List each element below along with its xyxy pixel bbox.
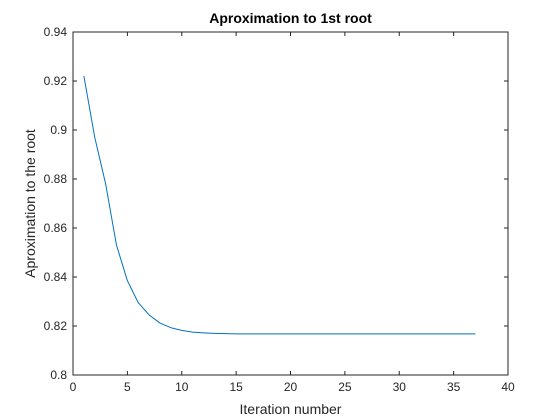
y-tick-label: 0.9 — [50, 123, 67, 137]
x-tick-label: 35 — [447, 380, 461, 394]
x-tick-label: 30 — [393, 380, 407, 394]
y-tick-label: 0.88 — [44, 172, 68, 186]
y-tick-label: 0.84 — [44, 270, 68, 284]
x-tick-label: 10 — [175, 380, 189, 394]
x-tick-label: 15 — [229, 380, 243, 394]
x-tick-label: 25 — [338, 380, 352, 394]
x-axis-label: Iteration number — [240, 401, 342, 417]
y-tick-label: 0.8 — [50, 368, 67, 382]
y-tick-label: 0.82 — [44, 319, 68, 333]
y-tick-label: 0.92 — [44, 74, 68, 88]
y-axis-label: Aproximation to the root — [22, 129, 38, 278]
y-tick-label: 0.94 — [44, 25, 68, 39]
y-tick-label: 0.86 — [44, 221, 68, 235]
chart-title: Aproximation to 1st root — [209, 10, 372, 26]
x-tick-label: 20 — [284, 380, 298, 394]
x-tick-label: 5 — [124, 380, 131, 394]
x-tick-label: 0 — [70, 380, 77, 394]
y-axis: 0.8 0.82 0.84 0.86 0.88 0.9 0.92 0.94 — [44, 25, 508, 382]
plot-area — [72, 31, 509, 376]
x-tick-label: 40 — [501, 380, 515, 394]
series-line — [83, 76, 476, 335]
x-axis: 0 5 10 15 20 25 30 35 40 — [70, 32, 515, 394]
series-layer — [83, 76, 476, 335]
